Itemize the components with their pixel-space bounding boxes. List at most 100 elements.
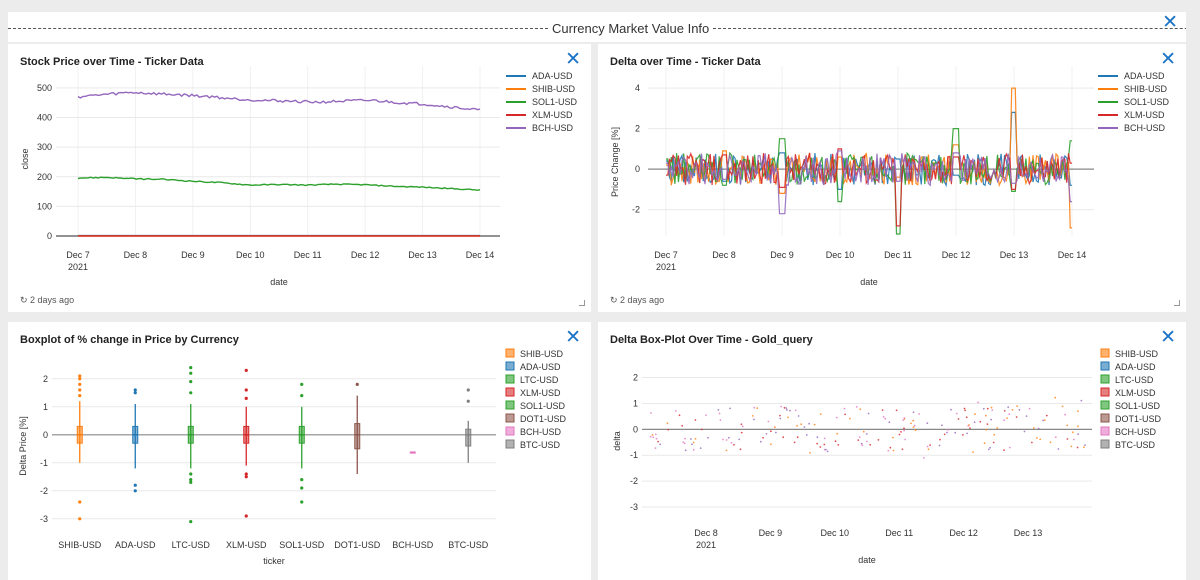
y-axis-label: delta bbox=[612, 431, 622, 451]
scatter-point bbox=[992, 441, 995, 444]
box-outlier bbox=[244, 368, 248, 372]
legend-label: LTC-USD bbox=[1115, 375, 1154, 385]
legend-swatch bbox=[1100, 387, 1110, 397]
y-tick-label: -2 bbox=[630, 476, 638, 486]
box-outlier bbox=[189, 380, 193, 384]
scatter-point bbox=[803, 426, 806, 428]
legend-swatch bbox=[505, 439, 515, 449]
scatter-point bbox=[725, 449, 728, 452]
title-divider-left bbox=[8, 28, 548, 30]
scatter-point bbox=[987, 448, 990, 451]
x-tick-year: 2021 bbox=[68, 262, 88, 272]
scatter-point bbox=[655, 437, 658, 440]
box-outlier bbox=[133, 391, 137, 395]
legend-label: SOL1-USD bbox=[1115, 401, 1161, 411]
scatter-point bbox=[979, 420, 982, 423]
box-body-dot1-usd bbox=[354, 423, 361, 450]
scatter-point bbox=[796, 436, 799, 439]
scatter-point bbox=[796, 424, 798, 427]
scatter-point bbox=[869, 443, 872, 446]
scatter-point bbox=[837, 444, 840, 446]
legend-swatch bbox=[505, 400, 515, 410]
legend-swatch bbox=[1100, 413, 1110, 423]
y-axis-label: Delta Price [%] bbox=[18, 416, 28, 476]
scatter-point bbox=[1007, 406, 1010, 408]
legend-label: BCH-USD bbox=[1124, 123, 1166, 133]
scatter-point bbox=[681, 424, 684, 427]
y-tick-label: 0 bbox=[633, 424, 638, 434]
x-tick-year: 2021 bbox=[696, 540, 716, 550]
legend-label: DOT1-USD bbox=[1115, 414, 1162, 424]
scatter-point bbox=[659, 443, 661, 446]
y-tick-label: 1 bbox=[633, 398, 638, 408]
legend-swatch bbox=[1100, 374, 1110, 384]
scatter-point bbox=[652, 436, 655, 439]
scatter-point bbox=[855, 406, 858, 408]
y-tick-label: 500 bbox=[37, 83, 52, 93]
box-outlier bbox=[244, 396, 248, 400]
resize-handle[interactable] bbox=[579, 300, 585, 306]
scatter-point bbox=[1036, 437, 1038, 439]
scatter-point bbox=[683, 442, 686, 445]
line-chart-delta[interactable]: Dec 7 Dec 8 Dec 9 Dec 10 Dec 11 Dec 12 Dec 13 D… bbox=[598, 44, 1186, 312]
close-icon[interactable]: ✕ bbox=[565, 49, 581, 70]
box-chart-currency[interactable]: -3 -2 -1 0 1 2 ticker Delta Price [%] SHIB-USD AD… bbox=[8, 322, 591, 580]
close-icon[interactable]: ✕ bbox=[1160, 327, 1176, 348]
legend-swatch bbox=[1100, 439, 1110, 449]
scatter-point bbox=[699, 447, 702, 449]
scatter-point bbox=[694, 437, 697, 440]
scatter-point bbox=[759, 440, 762, 443]
x-tick-label: Dec 11 bbox=[884, 250, 912, 260]
box-outlier bbox=[78, 517, 82, 521]
y-tick-label: 4 bbox=[635, 83, 640, 93]
legend-swatch bbox=[1100, 426, 1110, 436]
scatter-point bbox=[1042, 419, 1044, 422]
scatter-point bbox=[914, 429, 917, 432]
x-tick-label: Dec 7 bbox=[66, 250, 90, 260]
scatter-point bbox=[692, 448, 695, 451]
box-outlier bbox=[78, 382, 82, 386]
x-tick-label: Dec 12 bbox=[942, 250, 971, 260]
legend-label: BCH-USD bbox=[520, 427, 562, 437]
scatter-point bbox=[779, 414, 781, 417]
close-icon[interactable]: ✕ bbox=[1160, 49, 1176, 70]
scatter-point bbox=[884, 417, 887, 420]
box-outlier bbox=[244, 472, 248, 476]
legend-swatch bbox=[505, 387, 515, 397]
scatter-point bbox=[950, 408, 952, 411]
scatter-point bbox=[912, 411, 915, 414]
scatter-point bbox=[946, 431, 948, 434]
scatter-point bbox=[1037, 427, 1040, 430]
scatter-point bbox=[991, 409, 994, 411]
dashboard-close-icon[interactable]: ✕ bbox=[1162, 12, 1178, 33]
scatter-point bbox=[1045, 414, 1048, 417]
scatter-point bbox=[1077, 425, 1079, 428]
scatter-point bbox=[819, 413, 822, 415]
scatter-point bbox=[651, 434, 654, 436]
scatter-point bbox=[1072, 431, 1074, 434]
scatter-chart-gold[interactable]: Dec 8 Dec 9 Dec 10 Dec 11 Dec 12 Dec 13 2021 -3… bbox=[598, 322, 1186, 580]
panel-title: Delta over Time - Ticker Data bbox=[610, 56, 761, 68]
scatter-point bbox=[835, 416, 838, 419]
legend-label: SOL1-USD bbox=[532, 97, 578, 107]
scatter-point bbox=[1061, 405, 1064, 408]
scatter-point bbox=[823, 437, 826, 440]
scatter-point bbox=[649, 435, 652, 438]
box-outlier bbox=[189, 391, 193, 395]
legend-swatch bbox=[505, 426, 515, 436]
x-tick-label: LTC-USD bbox=[172, 540, 211, 550]
scatter-point bbox=[740, 431, 743, 434]
x-tick-label: Dec 9 bbox=[770, 250, 794, 260]
resize-handle[interactable] bbox=[1174, 300, 1180, 306]
legend-swatch bbox=[505, 348, 515, 358]
legend-label: XLM-USD bbox=[1124, 110, 1165, 120]
scatter-point bbox=[939, 438, 941, 441]
scatter-point bbox=[929, 444, 931, 446]
scatter-point bbox=[1031, 441, 1033, 444]
box-outlier bbox=[133, 489, 137, 493]
x-tick-year: 2021 bbox=[656, 262, 676, 272]
line-chart-stock-price[interactable]: Dec 7 Dec 8 Dec 9 Dec 10 Dec 11 Dec 12 Dec 13 D… bbox=[8, 44, 591, 312]
close-icon[interactable]: ✕ bbox=[565, 327, 581, 348]
box-outlier bbox=[466, 388, 470, 392]
scatter-point bbox=[751, 415, 754, 417]
